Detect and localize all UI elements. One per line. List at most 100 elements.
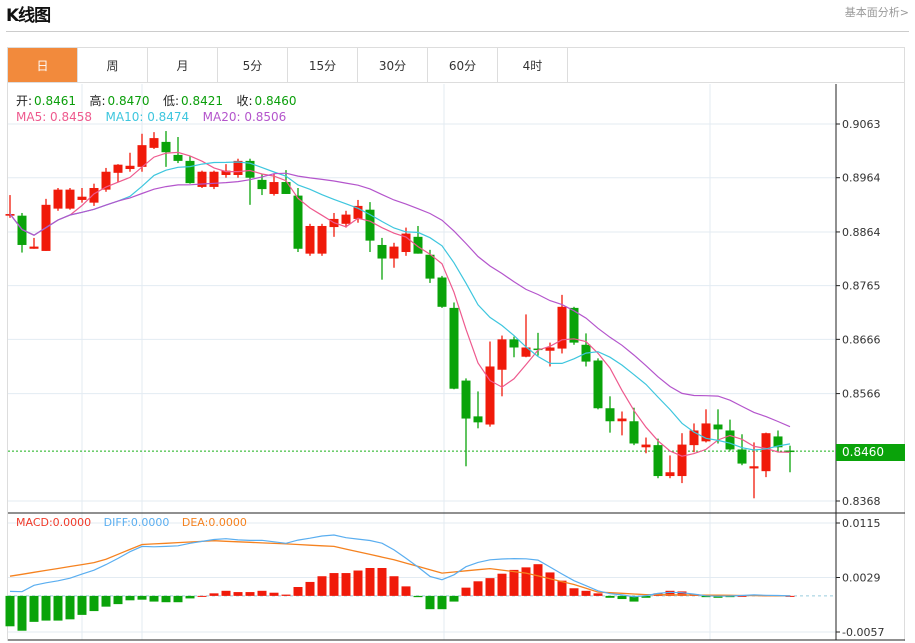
ma5-value: MA5: 0.8458 [16, 110, 93, 124]
candle-up [209, 171, 219, 187]
macd-bar-positive [257, 590, 267, 596]
candle-down [425, 254, 435, 279]
macd-bar-negative [173, 595, 183, 603]
candle-up [701, 423, 711, 442]
tab-5min[interactable]: 5分 [218, 48, 288, 82]
candle-up [485, 366, 495, 425]
candle-up [149, 138, 159, 148]
macd-bar-positive [377, 567, 387, 596]
tab-30min[interactable]: 30分 [358, 48, 428, 82]
candle-down [773, 436, 783, 448]
macd-bar-negative [641, 595, 651, 598]
macd-bar-negative [713, 595, 723, 598]
macd-bar-positive [581, 590, 591, 596]
dea-line [9, 540, 791, 597]
low-label: 低: [163, 94, 180, 108]
candle-down [629, 421, 639, 444]
macd-bar-positive [305, 581, 315, 596]
candle-up [221, 170, 231, 175]
macd-bar-positive [317, 576, 327, 596]
macd-bar-positive [401, 586, 411, 596]
candle-down [533, 348, 543, 351]
candle-up [521, 347, 531, 357]
macd-bar-negative [425, 595, 435, 610]
macd-bar-positive [281, 594, 291, 596]
candle-up [557, 306, 567, 349]
candle-down [569, 307, 579, 343]
macd-bar-positive [737, 595, 747, 597]
macd-bar-positive [245, 592, 255, 596]
open-label: 开: [16, 94, 33, 108]
candle-up [125, 165, 135, 170]
price-tick-label: 0.8864 [842, 226, 881, 239]
ma10-value: MA10: 0.8474 [105, 110, 190, 124]
macd-bar-negative [161, 595, 171, 603]
macd-value: MACD:0.0000 [16, 516, 92, 529]
tab-week[interactable]: 周 [78, 48, 148, 82]
candle-down [725, 430, 735, 450]
macd-tick-label: 0.0115 [842, 517, 881, 530]
tab-15min[interactable]: 15分 [288, 48, 358, 82]
macd-bar-negative [113, 595, 123, 605]
candle-up [101, 171, 111, 190]
fundamental-analysis-link[interactable]: 基本面分析> [844, 6, 909, 19]
tab-60min[interactable]: 60分 [428, 48, 498, 82]
candle-up [269, 182, 279, 194]
macd-tick-label: -0.0057 [842, 626, 884, 639]
macd-bar-negative [185, 595, 195, 599]
macd-bar-negative [413, 595, 423, 598]
macd-bar-positive [545, 572, 555, 596]
candle-up [401, 233, 411, 253]
candle-down [785, 450, 795, 453]
macd-tick-label: 0.0029 [842, 572, 881, 585]
macd-bar-positive [341, 573, 351, 596]
candle-up [113, 164, 123, 173]
price-tick-label: 0.8566 [842, 388, 881, 401]
macd-bar-negative [17, 595, 27, 631]
divider [6, 31, 909, 32]
chart-frame [7, 83, 905, 641]
candle-down [293, 195, 303, 249]
macd-bar-negative [449, 595, 459, 602]
macd-bar-positive [329, 573, 339, 596]
tab-day[interactable]: 日 [8, 48, 78, 82]
candle-up [497, 339, 507, 370]
macd-bar-negative [617, 595, 627, 600]
macd-bar-negative [437, 595, 447, 610]
candle-down [737, 449, 747, 464]
candle-up [761, 433, 771, 472]
macd-bar-positive [353, 570, 363, 596]
macd-legend: MACD:0.0000 DIFF:0.0000 DEA:0.0000 [16, 516, 249, 529]
macd-bar-positive [557, 580, 567, 596]
price-tick-label: 0.9063 [842, 118, 881, 131]
candle-up [617, 418, 627, 422]
high-value: 0.8470 [107, 94, 150, 108]
macd-bar-negative [149, 595, 159, 602]
candle-up [353, 205, 363, 219]
macd-bar-positive [533, 564, 543, 596]
candle-up [689, 430, 699, 446]
current-price-tag: 0.8460 [836, 444, 905, 461]
tab-month[interactable]: 月 [148, 48, 218, 82]
open-value: 0.8461 [34, 94, 77, 108]
candle-down [509, 339, 519, 348]
macd-bar-positive [365, 567, 375, 596]
candle-up [749, 466, 759, 469]
diff-value: DIFF:0.0000 [103, 516, 170, 529]
page-title: K线图 [6, 6, 51, 26]
candle-down [461, 380, 471, 419]
candle-up [65, 189, 75, 209]
tab-4hour[interactable]: 4时 [498, 48, 568, 82]
macd-bar-positive [677, 591, 687, 596]
candle-up [77, 196, 87, 200]
macd-bar-positive [593, 593, 603, 596]
dea-value: DEA:0.0000 [181, 516, 247, 529]
candle-down [449, 307, 459, 389]
candle-up [89, 188, 99, 203]
macd-bar-negative [29, 595, 39, 622]
macd-bar-positive [509, 569, 519, 596]
macd-bar-negative [137, 595, 147, 600]
macd-bar-positive [473, 581, 483, 596]
candle-up [197, 171, 207, 187]
